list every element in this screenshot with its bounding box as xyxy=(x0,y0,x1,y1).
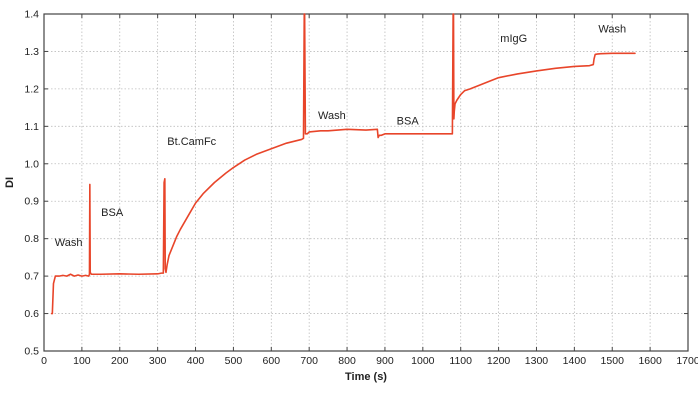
x-tick-label: 1300 xyxy=(525,355,549,367)
y-tick-label: 1.2 xyxy=(24,83,39,95)
y-axis-label: DI xyxy=(4,177,16,188)
y-tick-label: 0.9 xyxy=(24,196,39,208)
x-tick-label: 800 xyxy=(338,355,356,367)
annotation-label: Wash xyxy=(318,110,346,122)
annotations: Wash BSA Bt.CamFc Wash BSA mIgG Wash xyxy=(55,24,626,249)
y-tick-label: 1.4 xyxy=(24,9,39,21)
x-tick-label: 1400 xyxy=(563,355,587,367)
x-tick-label: 400 xyxy=(187,355,205,367)
annotation-label: Bt.CamFc xyxy=(167,136,216,148)
plot-frame xyxy=(43,13,689,352)
x-tick-label: 900 xyxy=(376,355,394,367)
x-tick-label: 300 xyxy=(149,355,167,367)
x-tick-label: 1500 xyxy=(601,355,625,367)
grid xyxy=(44,14,688,351)
axes xyxy=(43,13,689,352)
series xyxy=(50,13,636,315)
annotation-label: mIgG xyxy=(500,33,527,45)
x-tick-label: 1700 xyxy=(676,355,698,367)
x-tick-label: 600 xyxy=(263,355,281,367)
annotation-label: Wash xyxy=(598,24,626,36)
x-tick-label: 100 xyxy=(73,355,91,367)
x-tick-label: 1000 xyxy=(411,355,435,367)
series-line xyxy=(50,13,636,315)
ticks: 0 100 200 300 400 500 600 700 800 900 1000 1100 1200… xyxy=(24,9,698,368)
annotation-label: BSA xyxy=(101,207,124,219)
x-axis-label: Time (s) xyxy=(345,371,387,383)
x-tick-label: 0 xyxy=(41,355,47,367)
x-tick-label: 700 xyxy=(300,355,318,367)
y-tick-label: 1.1 xyxy=(24,121,39,133)
y-tick-label: 0.5 xyxy=(24,346,39,358)
x-tick-label: 200 xyxy=(111,355,129,367)
x-tick-label: 1200 xyxy=(487,355,511,367)
y-tick-label: 0.7 xyxy=(24,271,39,283)
x-tick-label: 1100 xyxy=(449,355,472,367)
annotation-label: BSA xyxy=(397,115,420,127)
x-tick-label: 500 xyxy=(225,355,243,367)
y-tick-label: 1.0 xyxy=(24,158,39,170)
x-tick-label: 1600 xyxy=(638,355,662,367)
y-tick-label: 0.6 xyxy=(24,308,39,320)
y-tick-label: 0.8 xyxy=(24,233,39,245)
annotation-label: Wash xyxy=(55,237,83,249)
y-tick-label: 1.3 xyxy=(24,46,39,58)
